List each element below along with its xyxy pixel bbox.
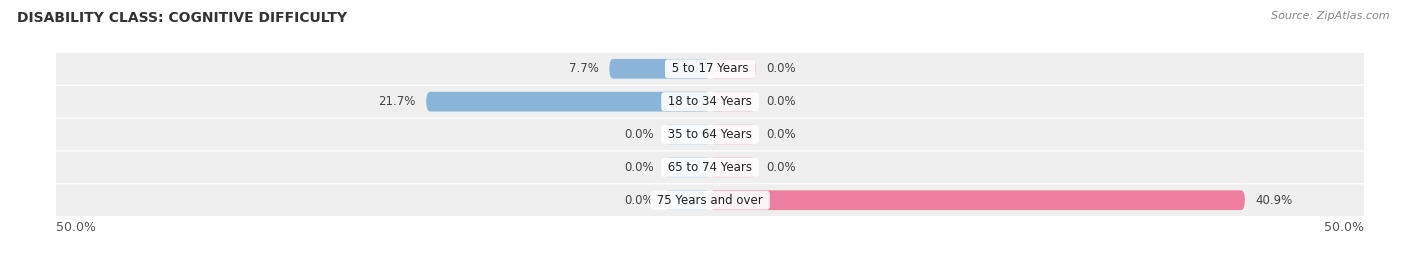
FancyBboxPatch shape [710, 59, 756, 79]
Text: 0.0%: 0.0% [766, 62, 796, 75]
Text: 65 to 74 Years: 65 to 74 Years [664, 161, 756, 174]
Text: 0.0%: 0.0% [766, 161, 796, 174]
Text: 50.0%: 50.0% [56, 221, 96, 234]
Text: 0.0%: 0.0% [624, 161, 654, 174]
FancyBboxPatch shape [664, 190, 710, 210]
Text: 0.0%: 0.0% [624, 128, 654, 141]
FancyBboxPatch shape [49, 152, 1371, 183]
Text: 35 to 64 Years: 35 to 64 Years [664, 128, 756, 141]
Text: 0.0%: 0.0% [766, 128, 796, 141]
Text: 21.7%: 21.7% [378, 95, 416, 108]
Text: 18 to 34 Years: 18 to 34 Years [664, 95, 756, 108]
FancyBboxPatch shape [609, 59, 710, 79]
FancyBboxPatch shape [710, 157, 756, 177]
Text: Source: ZipAtlas.com: Source: ZipAtlas.com [1271, 11, 1389, 21]
FancyBboxPatch shape [49, 119, 1371, 150]
Text: 50.0%: 50.0% [1324, 221, 1364, 234]
Text: 0.0%: 0.0% [624, 194, 654, 207]
FancyBboxPatch shape [49, 86, 1371, 117]
Text: 75 Years and over: 75 Years and over [654, 194, 766, 207]
FancyBboxPatch shape [710, 125, 756, 144]
Text: 7.7%: 7.7% [569, 62, 599, 75]
FancyBboxPatch shape [49, 185, 1371, 216]
FancyBboxPatch shape [664, 157, 710, 177]
Text: 40.9%: 40.9% [1256, 194, 1292, 207]
FancyBboxPatch shape [49, 53, 1371, 84]
FancyBboxPatch shape [664, 125, 710, 144]
FancyBboxPatch shape [710, 190, 1244, 210]
Text: 5 to 17 Years: 5 to 17 Years [668, 62, 752, 75]
Text: DISABILITY CLASS: COGNITIVE DIFFICULTY: DISABILITY CLASS: COGNITIVE DIFFICULTY [17, 11, 347, 25]
FancyBboxPatch shape [426, 92, 710, 112]
FancyBboxPatch shape [710, 92, 756, 112]
Text: 0.0%: 0.0% [766, 95, 796, 108]
